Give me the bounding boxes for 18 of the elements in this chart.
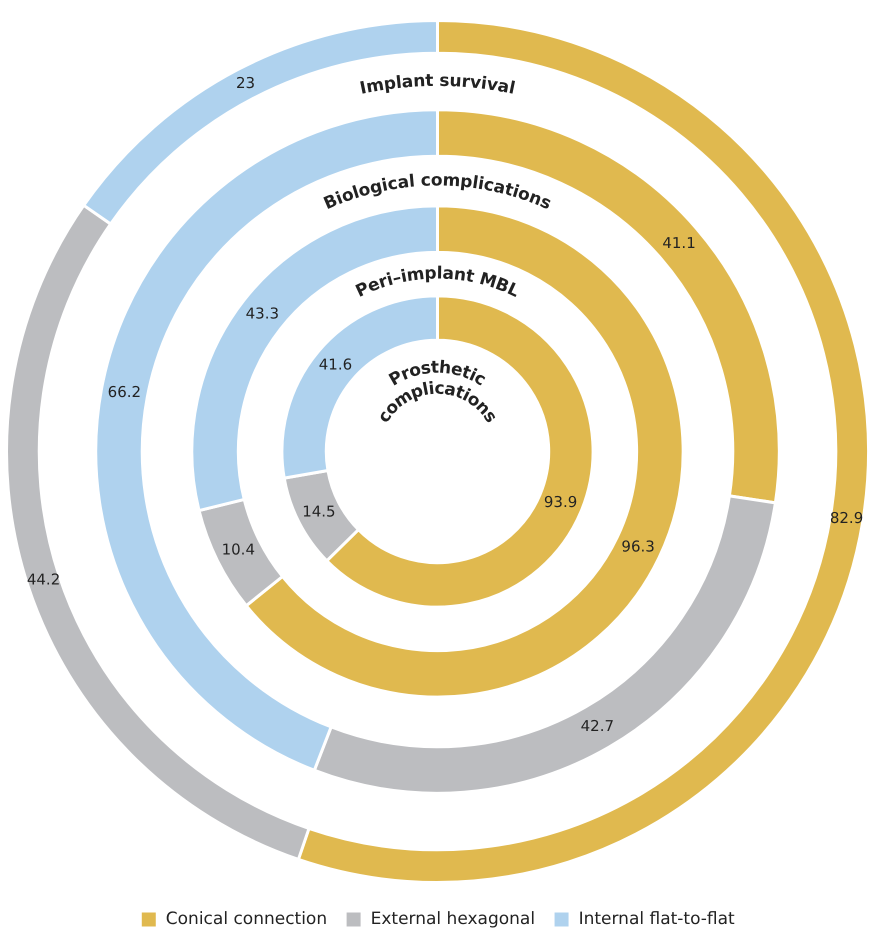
data-label: 23 bbox=[236, 74, 256, 92]
data-label: 10.4 bbox=[222, 540, 255, 558]
data-label: 43.3 bbox=[246, 304, 280, 322]
data-label: 41.6 bbox=[318, 356, 352, 374]
data-label: 93.9 bbox=[544, 492, 578, 511]
data-label: 66.2 bbox=[108, 383, 142, 402]
data-label: 14.5 bbox=[302, 502, 336, 520]
text: Implant survival bbox=[358, 70, 517, 99]
data-label: 96.3 bbox=[621, 537, 655, 556]
text: Prosthetic complications bbox=[374, 358, 501, 427]
legend-label: External hexagonal bbox=[370, 908, 536, 929]
legend-label: Conical connection bbox=[166, 908, 328, 929]
text: Peri–implant MBL bbox=[352, 263, 522, 302]
legend-label: Internal flat-to-flat bbox=[578, 908, 736, 929]
text: Biological complications bbox=[320, 170, 554, 214]
data-label: 42.7 bbox=[580, 716, 614, 735]
data-label: 44.2 bbox=[26, 570, 60, 589]
data-label: 41.1 bbox=[662, 234, 696, 252]
